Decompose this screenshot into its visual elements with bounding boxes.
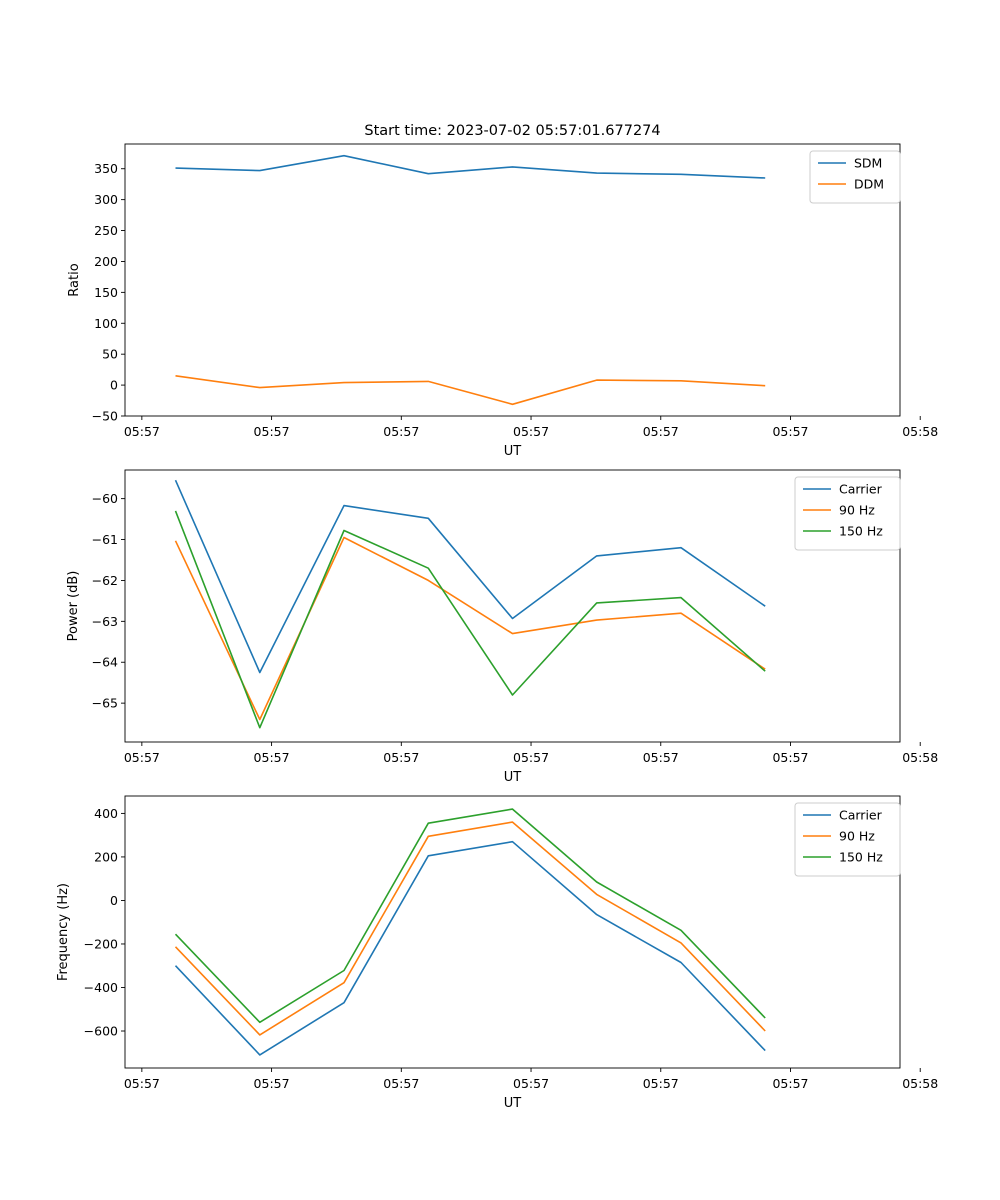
x-tick-label: 05:57 (254, 1076, 290, 1091)
series-line-150-hz (174, 808, 766, 1024)
y-tick-label: 250 (94, 223, 118, 238)
y-tick-label: 50 (102, 347, 118, 362)
y-tick-label: −200 (84, 936, 118, 951)
y-tick-label: 350 (94, 161, 118, 176)
y-tick-label: −63 (92, 614, 118, 629)
x-tick-label: 05:57 (513, 424, 549, 439)
x-tick-label: 05:57 (124, 750, 160, 765)
series-line-90-hz (174, 536, 766, 721)
plot-frame (124, 795, 901, 1069)
x-tick-label: 05:57 (772, 750, 808, 765)
y-tick-label: 200 (94, 849, 118, 864)
y-tick-label: 300 (94, 192, 118, 207)
x-tick-label: 05:57 (772, 1076, 808, 1091)
chart-panel-1: Start time: 2023-07-02 05:57:01.677274 −5… (67, 123, 938, 459)
y-tick-label: −400 (84, 980, 118, 995)
y-tick-label: −600 (84, 1024, 118, 1039)
x-tick-label: 05:57 (772, 424, 808, 439)
y-tick-label: 0 (110, 378, 118, 393)
legend: Carrier 90 Hz 150 Hz (794, 476, 901, 551)
x-axis-label: UT (504, 770, 522, 785)
series-lines (174, 479, 766, 729)
legend: SDM DDM (809, 150, 901, 204)
legend-label: Carrier (839, 482, 883, 497)
series-line-sdm (175, 154, 766, 179)
plot-frame (124, 143, 901, 417)
y-tick-label: −65 (92, 696, 118, 711)
x-axis-label: UT (504, 1096, 522, 1111)
x-tick-label: 05:58 (902, 424, 938, 439)
y-tick-label: 100 (94, 316, 118, 331)
x-tick-label: 05:57 (643, 424, 679, 439)
y-axis-label: Ratio (67, 263, 82, 296)
y-tick-label: −50 (92, 409, 118, 424)
chart-panel-2: −65 −64 −63 −62 −61 −60 05:57 05:57 05:57 05:57 05… (66, 469, 938, 785)
x-tick-label: 05:58 (902, 750, 938, 765)
x-tick-label: 05:57 (513, 750, 549, 765)
series-line-carrier (174, 479, 766, 674)
y-tick-label: −64 (92, 655, 118, 670)
legend-label: Carrier (839, 808, 883, 823)
x-tick-label: 05:57 (254, 424, 290, 439)
chart-title: Start time: 2023-07-02 05:57:01.677274 (364, 123, 660, 139)
x-tick-label: 05:57 (254, 750, 290, 765)
x-tick-label: 05:57 (513, 1076, 549, 1091)
legend-label: SDM (854, 156, 882, 171)
y-tick-label: 150 (94, 285, 118, 300)
y-axis-label: Power (dB) (66, 571, 81, 642)
legend-label: 90 Hz (839, 829, 875, 844)
x-tick-label: 05:57 (124, 1076, 160, 1091)
legend-label: 90 Hz (839, 503, 875, 518)
series-line-150-hz (174, 510, 766, 729)
y-tick-label: −61 (92, 532, 118, 547)
x-tick-label: 05:57 (383, 750, 419, 765)
chart-panel-3: −600 −400 −200 0 200 400 05:57 05:57 05:57 05:57 0… (56, 795, 938, 1111)
x-tick-label: 05:57 (643, 750, 679, 765)
plot-frame (124, 469, 901, 743)
series-lines (174, 808, 766, 1056)
x-tick-label: 05:57 (383, 1076, 419, 1091)
y-axis-label: Frequency (Hz) (56, 883, 71, 981)
x-tick-label: 05:57 (383, 424, 419, 439)
legend-label: DDM (854, 177, 884, 192)
x-tick-label: 05:58 (902, 1076, 938, 1091)
y-tick-label: −62 (92, 573, 118, 588)
y-tick-label: −60 (92, 491, 118, 506)
legend-label: 150 Hz (839, 850, 883, 865)
series-line-90-hz (174, 821, 766, 1036)
y-tick-label: 0 (110, 893, 118, 908)
legend: Carrier 90 Hz 150 Hz (794, 802, 901, 877)
legend-label: 150 Hz (839, 524, 883, 539)
x-axis-label: UT (504, 444, 522, 459)
x-tick-label: 05:57 (124, 424, 160, 439)
series-line-carrier (174, 840, 766, 1056)
x-tick-label: 05:57 (643, 1076, 679, 1091)
series-line-ddm (175, 375, 766, 406)
y-tick-label: 400 (94, 806, 118, 821)
legend-box (809, 150, 901, 204)
series-lines (175, 154, 766, 406)
y-tick-label: 200 (94, 254, 118, 269)
